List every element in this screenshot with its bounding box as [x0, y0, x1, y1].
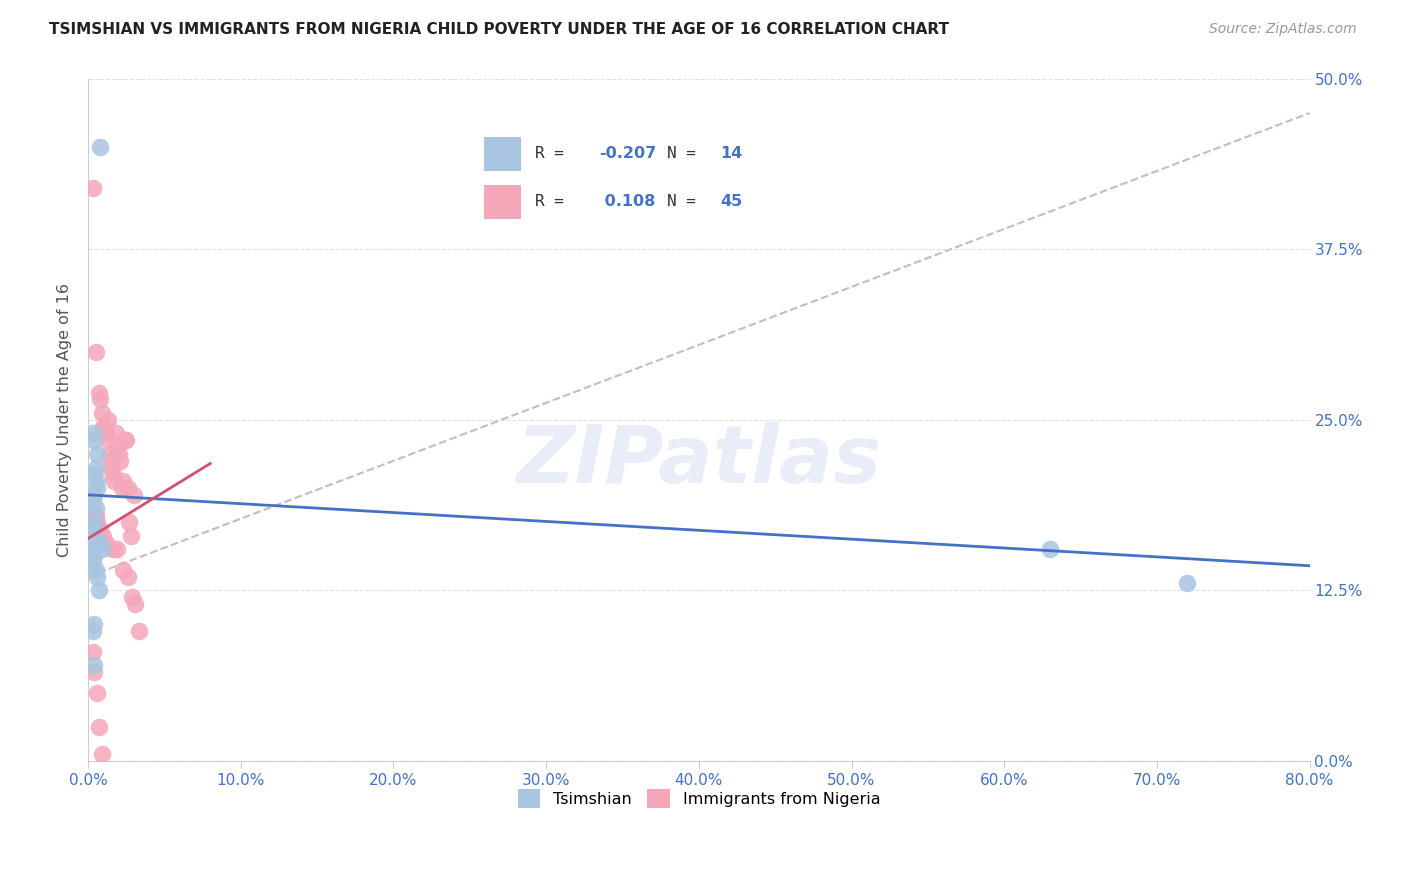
Text: TSIMSHIAN VS IMMIGRANTS FROM NIGERIA CHILD POVERTY UNDER THE AGE OF 16 CORRELATI: TSIMSHIAN VS IMMIGRANTS FROM NIGERIA CHI… [49, 22, 949, 37]
Point [115, 434, 138, 448]
Point [83, 617, 105, 632]
Point [90, 747, 112, 761]
Point [100, 454, 122, 468]
Point [128, 624, 150, 639]
Point [122, 488, 145, 502]
Point [82, 542, 104, 557]
Point [105, 440, 128, 454]
Point [112, 563, 135, 577]
Point [89, 140, 111, 154]
Point [96, 426, 118, 441]
Point [84, 460, 107, 475]
Point [84, 501, 107, 516]
Point [114, 434, 136, 448]
Point [107, 447, 129, 461]
Point [87, 720, 110, 734]
Point [82, 522, 104, 536]
Point [82, 549, 104, 564]
Y-axis label: Child Poverty Under the Age of 16: Child Poverty Under the Age of 16 [58, 283, 72, 557]
Point [87, 583, 110, 598]
Point [112, 474, 135, 488]
Point [97, 434, 120, 448]
Point [117, 569, 139, 583]
Point [84, 508, 107, 523]
Point [82, 494, 104, 508]
Point [83, 434, 105, 448]
Point [84, 344, 107, 359]
Point [1177, 576, 1199, 591]
Point [82, 426, 104, 441]
Point [90, 406, 112, 420]
Point [110, 454, 132, 468]
Point [100, 460, 122, 475]
Point [83, 488, 105, 502]
Point [89, 535, 111, 549]
Point [86, 685, 108, 699]
Point [86, 474, 108, 488]
Point [83, 467, 105, 482]
Point [98, 447, 121, 461]
Point [86, 569, 108, 583]
Point [84, 563, 107, 577]
Point [83, 549, 105, 564]
Point [93, 419, 115, 434]
Point [86, 515, 108, 529]
Point [83, 658, 105, 673]
Point [103, 474, 125, 488]
Text: Source: ZipAtlas.com: Source: ZipAtlas.com [1209, 22, 1357, 37]
Point [96, 535, 118, 549]
Point [101, 467, 124, 482]
Point [82, 181, 104, 195]
Point [97, 413, 120, 427]
Point [83, 665, 105, 679]
Point [87, 385, 110, 400]
Point [83, 542, 105, 557]
Point [93, 529, 115, 543]
Point [89, 522, 111, 536]
Point [1039, 542, 1062, 557]
Text: ZIPatlas: ZIPatlas [516, 422, 882, 500]
Point [104, 426, 127, 441]
Point [118, 515, 141, 529]
Point [124, 597, 146, 611]
Point [86, 481, 108, 495]
Point [82, 645, 104, 659]
Point [117, 481, 139, 495]
Point [120, 529, 142, 543]
Point [111, 481, 134, 495]
Point [121, 590, 143, 604]
Point [83, 529, 105, 543]
Legend: Tsimshian, Immigrants from Nigeria: Tsimshian, Immigrants from Nigeria [512, 783, 887, 814]
Point [105, 542, 128, 557]
Point [94, 419, 117, 434]
Point [83, 515, 105, 529]
Point [86, 447, 108, 461]
Point [90, 542, 112, 557]
Point [83, 508, 105, 523]
Point [82, 624, 104, 639]
Point [82, 556, 104, 570]
Point [101, 542, 124, 557]
Point [89, 392, 111, 407]
